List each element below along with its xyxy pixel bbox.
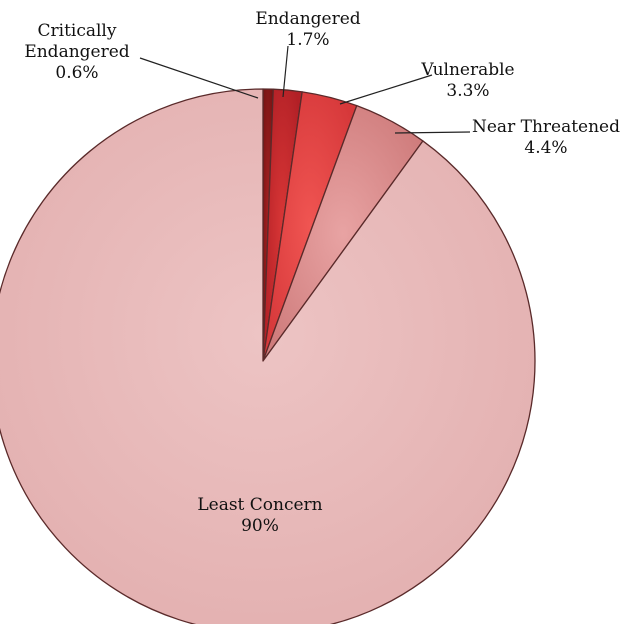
pie-slice-least-concern <box>0 88 536 624</box>
label-text: Endangered <box>24 42 129 62</box>
data-label-near-threatened: Near Threatened 4.4% <box>472 117 620 158</box>
value-text: 4.4% <box>524 138 567 158</box>
label-text: Least Concern <box>197 495 322 515</box>
leader-line-endangered <box>282 45 289 98</box>
data-label-critically-endangered: Critically Endangered 0.6% <box>24 21 129 83</box>
value-text: 0.6% <box>55 63 98 83</box>
value-text: 1.7% <box>286 30 329 50</box>
label-text: Near Threatened <box>472 117 620 137</box>
leader-line-critically-endangered <box>139 57 259 99</box>
value-text: 90% <box>241 516 279 536</box>
leader-line-vulnerable <box>339 74 433 105</box>
data-label-endangered: Endangered 1.7% <box>255 9 360 50</box>
leader-line-near-threatened <box>394 131 471 134</box>
label-text: Vulnerable <box>420 60 514 80</box>
data-label-least-concern: Least Concern 90% <box>197 495 322 536</box>
label-text: Endangered <box>255 9 360 29</box>
label-text: Critically <box>38 21 117 41</box>
data-label-vulnerable: Vulnerable 3.3% <box>420 60 514 101</box>
value-text: 3.3% <box>446 81 489 101</box>
